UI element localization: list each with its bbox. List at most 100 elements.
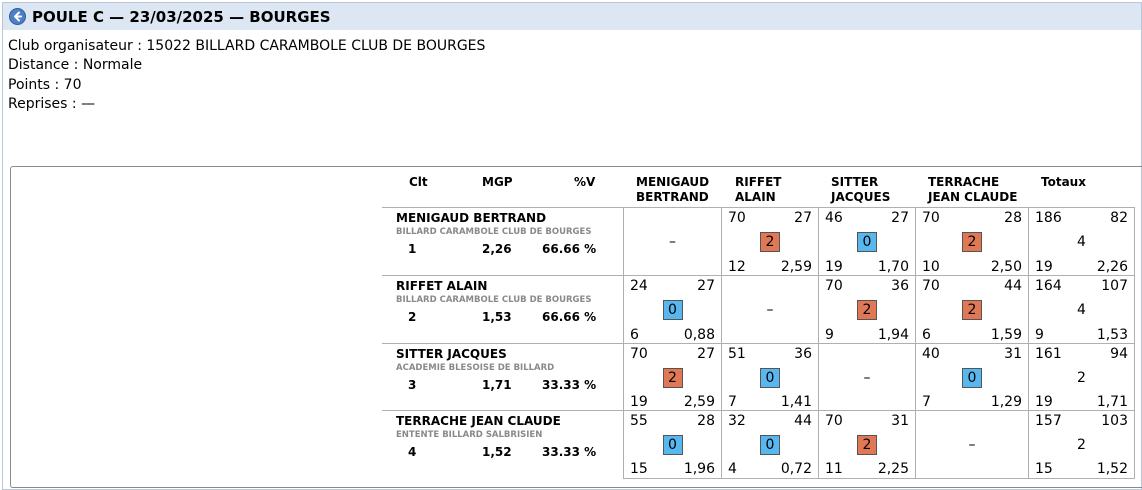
innings: 27 bbox=[697, 346, 715, 362]
innings: 82 bbox=[1110, 210, 1128, 226]
player-row: TERRACHE JEAN CLAUDE ENTENTE BILLARD SALB… bbox=[382, 410, 624, 478]
info-reprises: Reprises : — bbox=[8, 96, 96, 113]
innings: 28 bbox=[1004, 210, 1022, 226]
player-name: MENIGAUD BERTRAND bbox=[396, 211, 547, 225]
innings: 103 bbox=[1101, 413, 1128, 429]
points-scored: 70 bbox=[825, 413, 843, 429]
average: 1,41 bbox=[780, 394, 812, 410]
average: 0,72 bbox=[780, 461, 812, 477]
innings: 27 bbox=[794, 210, 812, 226]
match-points-badge: 0 bbox=[760, 434, 780, 455]
info-distance: Distance : Normale bbox=[8, 57, 143, 74]
points-scored: 186 bbox=[1035, 210, 1062, 226]
header-clt: Clt bbox=[409, 175, 428, 189]
points-scored: 51 bbox=[728, 346, 746, 362]
points-scored: 40 bbox=[922, 346, 940, 362]
player-club: ENTENTE BILLARD SALBRISIEN bbox=[396, 430, 543, 440]
total-cell: 186 82 19 2,26 4 bbox=[1028, 207, 1135, 277]
header-col-menigaud: MENIGAUD BERTRAND bbox=[636, 175, 710, 204]
empty-dash: – bbox=[669, 234, 676, 250]
match-points-badge: 2 bbox=[760, 232, 780, 252]
player-pv: 33.33 % bbox=[542, 445, 597, 459]
player-pv: 66.66 % bbox=[542, 242, 597, 256]
player-row: SITTER JACQUES ACADEMIE BLESOISE DE BILLA… bbox=[382, 343, 624, 411]
info-club: Club organisateur : 15022 BILLARD CARAMB… bbox=[8, 38, 486, 54]
average: 1,94 bbox=[877, 327, 909, 343]
match-cell: 70 44 6 1,59 2 bbox=[915, 275, 1029, 345]
points-scored: 70 bbox=[825, 278, 843, 294]
empty-dash: – bbox=[863, 369, 871, 386]
average: 1,53 bbox=[1096, 327, 1128, 343]
best-run: 9 bbox=[1035, 327, 1044, 343]
match-cell: 70 36 9 1,94 2 bbox=[818, 275, 916, 345]
player-club: BILLARD CARAMBOLE CLUB DE BOURGES bbox=[396, 295, 592, 305]
player-clt: 4 bbox=[408, 445, 417, 459]
self-cell: – bbox=[915, 410, 1029, 479]
points-scored: 55 bbox=[630, 413, 648, 429]
points-scored: 32 bbox=[728, 413, 746, 429]
innings: 44 bbox=[1004, 278, 1022, 294]
best-run: 11 bbox=[825, 461, 843, 477]
self-cell: – bbox=[818, 343, 916, 412]
match-points-badge: 2 bbox=[962, 300, 982, 320]
page-title: POULE C — 23/03/2025 — BOURGES bbox=[32, 7, 331, 26]
match-cell: 55 28 15 1,96 0 bbox=[623, 410, 722, 479]
average: 2,59 bbox=[780, 259, 812, 275]
player-name: SITTER JACQUES bbox=[396, 347, 507, 361]
best-run: 19 bbox=[1035, 394, 1053, 410]
player-clt: 1 bbox=[408, 242, 417, 256]
info-points: Points : 70 bbox=[8, 76, 82, 93]
back-arrow-icon[interactable] bbox=[9, 8, 26, 25]
match-points-badge: 0 bbox=[662, 434, 683, 455]
empty-dash: – bbox=[766, 302, 774, 318]
average: 1,70 bbox=[877, 259, 909, 275]
points-scored: 164 bbox=[1035, 278, 1062, 294]
total-cell: 161 94 19 1,71 2 bbox=[1028, 343, 1135, 412]
match-points-total: 4 bbox=[1077, 302, 1086, 318]
innings: 44 bbox=[794, 413, 812, 429]
points-scored: 157 bbox=[1035, 413, 1062, 429]
player-club: BILLARD CARAMBOLE CLUB DE BOURGES bbox=[396, 227, 592, 237]
total-cell: 164 107 9 1,53 4 bbox=[1028, 275, 1135, 345]
empty-dash: – bbox=[968, 436, 976, 453]
innings: 36 bbox=[891, 278, 909, 294]
innings: 31 bbox=[1004, 346, 1022, 362]
innings: 107 bbox=[1101, 278, 1128, 294]
self-cell: – bbox=[623, 207, 722, 277]
player-row: MENIGAUD BERTRAND BILLARD CARAMBOLE CLUB … bbox=[382, 207, 624, 276]
best-run: 7 bbox=[728, 394, 737, 410]
header-col-terrache: TERRACHE JEAN CLAUDE bbox=[928, 175, 1018, 204]
points-scored: 161 bbox=[1035, 346, 1062, 362]
best-run: 19 bbox=[1035, 259, 1053, 275]
match-points-badge: 2 bbox=[857, 434, 877, 455]
points-scored: 70 bbox=[630, 346, 648, 362]
average: 1,52 bbox=[1096, 461, 1128, 477]
match-cell: 70 31 11 2,25 2 bbox=[818, 410, 916, 479]
best-run: 7 bbox=[922, 394, 931, 410]
average: 2,25 bbox=[877, 461, 909, 477]
header-col-riffet: RIFFET ALAIN bbox=[735, 175, 782, 204]
match-cell: 51 36 7 1,41 0 bbox=[721, 343, 819, 412]
player-clt: 3 bbox=[408, 378, 417, 392]
innings: 31 bbox=[891, 413, 909, 429]
best-run: 10 bbox=[922, 259, 940, 275]
match-cell: 70 28 10 2,50 2 bbox=[915, 207, 1029, 277]
points-scored: 24 bbox=[630, 278, 648, 294]
match-points-badge: 2 bbox=[662, 367, 683, 388]
match-points-badge: 0 bbox=[962, 367, 982, 388]
best-run: 6 bbox=[630, 327, 639, 343]
innings: 36 bbox=[794, 346, 812, 362]
points-scored: 70 bbox=[728, 210, 746, 226]
player-mgp: 2,26 bbox=[482, 242, 512, 256]
match-points-badge: 0 bbox=[857, 232, 877, 252]
best-run: 19 bbox=[825, 259, 843, 275]
innings: 94 bbox=[1110, 346, 1128, 362]
innings: 27 bbox=[697, 278, 715, 294]
best-run: 19 bbox=[630, 394, 648, 410]
player-name: RIFFET ALAIN bbox=[396, 279, 488, 293]
total-cell: 157 103 15 1,52 2 bbox=[1028, 410, 1135, 479]
pool-info: Club organisateur : 15022 BILLARD CARAMB… bbox=[8, 37, 485, 115]
best-run: 6 bbox=[922, 327, 931, 343]
match-points-total: 2 bbox=[1077, 436, 1086, 453]
match-points-badge: 0 bbox=[662, 300, 683, 320]
